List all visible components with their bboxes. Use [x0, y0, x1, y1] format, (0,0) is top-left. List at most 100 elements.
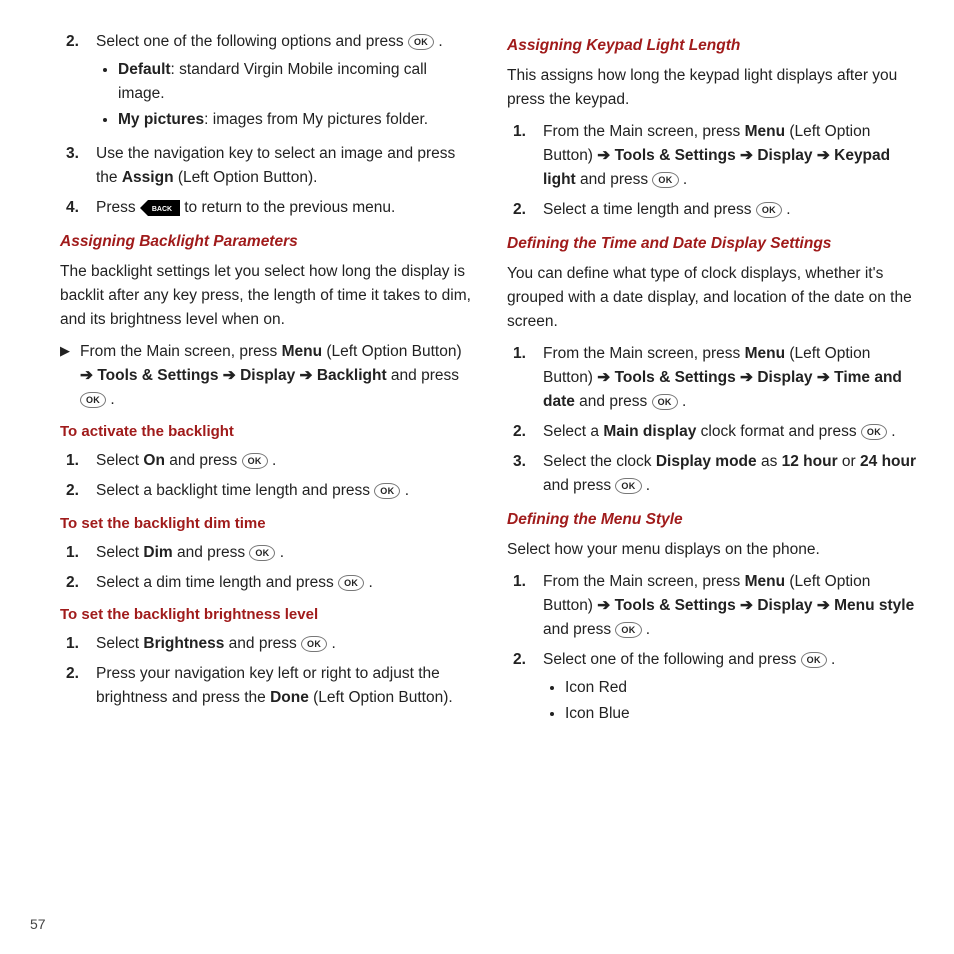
- left-column: 2. Select one of the following options a…: [60, 24, 477, 930]
- text: as: [757, 453, 782, 470]
- label: Brightness: [143, 635, 224, 652]
- text: Select a backlight time length and press: [96, 482, 374, 499]
- steps-keypad: 1. From the Main screen, press Menu (Lef…: [507, 120, 924, 222]
- arrow-icon: ➔: [80, 367, 93, 384]
- step-number: 1.: [66, 541, 96, 565]
- step-body: Select Brightness and press OK .: [96, 632, 477, 656]
- step-body: Press BACK to return to the previous men…: [96, 196, 477, 220]
- bullet-list: Default: standard Virgin Mobile incoming…: [96, 58, 477, 132]
- step-body: Select Dim and press OK .: [96, 541, 477, 565]
- text: to return to the previous menu.: [184, 199, 395, 216]
- step-2: 2. Select one of the following options a…: [66, 30, 477, 136]
- step-2: 2.Select a dim time length and press OK …: [66, 571, 477, 595]
- text: and press: [576, 171, 653, 188]
- label: Tools & Settings: [615, 369, 736, 386]
- steps-timedate: 1. From the Main screen, press Menu (Lef…: [507, 342, 924, 498]
- ok-icon: OK: [249, 545, 275, 561]
- arrow-icon: ➔: [300, 367, 313, 384]
- text: Press: [96, 199, 140, 216]
- step-number: 4.: [66, 196, 96, 220]
- arrow-icon: ➔: [817, 597, 830, 614]
- label: Display mode: [656, 453, 757, 470]
- step-body: Select a time length and press OK .: [543, 198, 924, 222]
- bullet-mypictures: My pictures: images from My pictures fol…: [118, 108, 477, 132]
- label: 12 hour: [782, 453, 838, 470]
- subheading-brightness: To set the backlight brightness level: [60, 603, 477, 626]
- label: Tools & Settings: [615, 147, 736, 164]
- step-2: 2.Select a Main display clock format and…: [513, 420, 924, 444]
- step-number: 1.: [66, 449, 96, 473]
- ok-icon: OK: [652, 394, 678, 410]
- bullet-default: Default: standard Virgin Mobile incoming…: [118, 58, 477, 106]
- nav-instruction: ▶ From the Main screen, press Menu (Left…: [60, 340, 477, 412]
- steps-continued: 2. Select one of the following options a…: [60, 30, 477, 220]
- svg-text:BACK: BACK: [152, 206, 172, 213]
- step-2: 2.Press your navigation key left or righ…: [66, 662, 477, 710]
- text: .: [434, 33, 443, 50]
- step-3: 3. Use the navigation key to select an i…: [66, 142, 477, 190]
- arrow-icon: ➔: [597, 369, 610, 386]
- label: Menu style: [834, 597, 914, 614]
- label: Dim: [143, 544, 172, 561]
- label: 24 hour: [860, 453, 916, 470]
- text: (Left Option Button).: [309, 689, 453, 706]
- step-2: 2. Select one of the following and press…: [513, 648, 924, 730]
- ok-icon: OK: [615, 478, 641, 494]
- step-number: 1.: [513, 120, 543, 192]
- text: and press: [575, 393, 652, 410]
- step-2: 2.Select a backlight time length and pre…: [66, 479, 477, 503]
- bullet-icon-red: Icon Red: [565, 676, 924, 700]
- heading-backlight: Assigning Backlight Parameters: [60, 230, 477, 254]
- step-number: 1.: [513, 570, 543, 642]
- step-1: 1. From the Main screen, press Menu (Lef…: [513, 342, 924, 414]
- label: Display: [757, 597, 812, 614]
- manual-page: 2. Select one of the following options a…: [0, 0, 954, 954]
- arrow-icon: ➔: [740, 147, 753, 164]
- step-number: 1.: [66, 632, 96, 656]
- text: (Left Option Button).: [174, 169, 318, 186]
- step-body: Select On and press OK .: [96, 449, 477, 473]
- ok-icon: OK: [801, 652, 827, 668]
- ok-icon: OK: [80, 392, 106, 408]
- text: Select: [96, 452, 143, 469]
- step-body: Select one of the following options and …: [96, 30, 477, 136]
- label: Menu: [745, 123, 785, 140]
- step-body: Select a Main display clock format and p…: [543, 420, 924, 444]
- label: Menu: [745, 573, 785, 590]
- text: Select one of the following and press: [543, 651, 801, 668]
- label: Tools & Settings: [615, 597, 736, 614]
- text: and press: [165, 452, 242, 469]
- ok-icon: OK: [242, 453, 268, 469]
- text: : images from My pictures folder.: [204, 111, 428, 128]
- steps-dim: 1.Select Dim and press OK . 2.Select a d…: [60, 541, 477, 595]
- right-column: Assigning Keypad Light Length This assig…: [507, 24, 924, 930]
- label: Menu: [282, 343, 322, 360]
- arrow-icon: ➔: [597, 597, 610, 614]
- bullet-list: Icon Red Icon Blue: [543, 676, 924, 726]
- step-number: 2.: [66, 571, 96, 595]
- label: Display: [757, 147, 812, 164]
- paragraph: The backlight settings let you select ho…: [60, 260, 477, 332]
- arrow-icon: ➔: [740, 369, 753, 386]
- step-number: 2.: [66, 30, 96, 136]
- step-body: Use the navigation key to select an imag…: [96, 142, 477, 190]
- step-number: 3.: [513, 450, 543, 498]
- step-body: Select the clock Display mode as 12 hour…: [543, 450, 924, 498]
- step-number: 2.: [66, 662, 96, 710]
- steps-activate: 1.Select On and press OK . 2.Select a ba…: [60, 449, 477, 503]
- steps-menustyle: 1. From the Main screen, press Menu (Lef…: [507, 570, 924, 730]
- step-1: 1.Select On and press OK .: [66, 449, 477, 473]
- step-body: From the Main screen, press Menu (Left O…: [543, 570, 924, 642]
- paragraph: This assigns how long the keypad light d…: [507, 64, 924, 112]
- arrow-icon: ➔: [817, 147, 830, 164]
- arrow-icon: ➔: [597, 147, 610, 164]
- label: Menu: [745, 345, 785, 362]
- text: From the Main screen, press: [543, 123, 745, 140]
- label: On: [143, 452, 165, 469]
- step-3: 3.Select the clock Display mode as 12 ho…: [513, 450, 924, 498]
- text-body: From the Main screen, press Menu (Left O…: [80, 340, 477, 412]
- ok-icon: OK: [301, 636, 327, 652]
- step-body: Select a backlight time length and press…: [96, 479, 477, 503]
- arrow-icon: ➔: [740, 597, 753, 614]
- step-body: From the Main screen, press Menu (Left O…: [543, 120, 924, 192]
